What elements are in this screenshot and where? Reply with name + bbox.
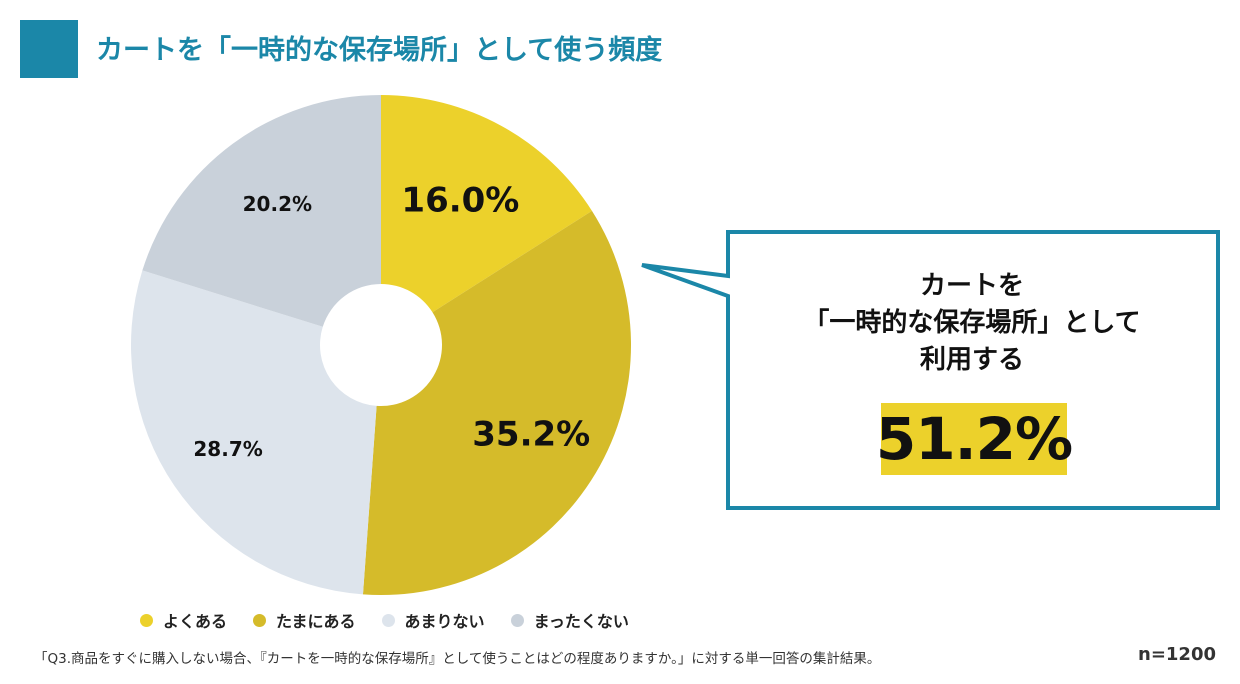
legend-item: たまにある: [253, 608, 356, 632]
callout-bubble: [641, 230, 1220, 510]
callout-line: 利用する: [919, 344, 1024, 375]
chart-legend: よくある たまにある あまりない まったくない: [140, 608, 629, 632]
callout-line: カートを: [919, 271, 1024, 301]
page-title: カートを「一時的な保存場所」として使う頻度: [96, 35, 663, 66]
pie-slice: [142, 95, 381, 327]
slice-label: 16.0%: [401, 180, 519, 220]
legend-item: まったくない: [510, 608, 629, 632]
legend-item: あまりない: [381, 608, 485, 632]
title-marker: [20, 20, 78, 78]
legend-label: あまりない: [404, 612, 485, 631]
legend-dot-icon: [253, 613, 267, 627]
slice-label: 28.7%: [193, 437, 262, 461]
slice-label: 35.2%: [472, 415, 590, 455]
legend-item: よくある: [140, 608, 227, 632]
slice-label: 20.2%: [243, 192, 312, 216]
pie-slice: [381, 95, 592, 313]
legend-label: まったくない: [533, 612, 629, 631]
legend-dot-icon: [140, 613, 153, 627]
callout-value: 51.2%: [875, 403, 1073, 475]
legend-label: よくある: [163, 612, 228, 631]
legend-label: たまにある: [276, 612, 356, 631]
pie-slice: [130, 270, 377, 595]
callout-text: カートを 「一時的な保存場所」として 利用する: [728, 268, 1216, 379]
pie-slice: [362, 210, 631, 596]
legend-dot-icon: [381, 613, 395, 627]
callout-line: 「一時的な保存場所」として: [803, 307, 1141, 338]
footnote: 「Q3.商品をすぐに購入しない場合、『カートを一時的な保存場所』として使うことは…: [34, 651, 881, 667]
legend-dot-icon: [510, 613, 524, 627]
sample-size: n=1200: [1138, 644, 1216, 665]
